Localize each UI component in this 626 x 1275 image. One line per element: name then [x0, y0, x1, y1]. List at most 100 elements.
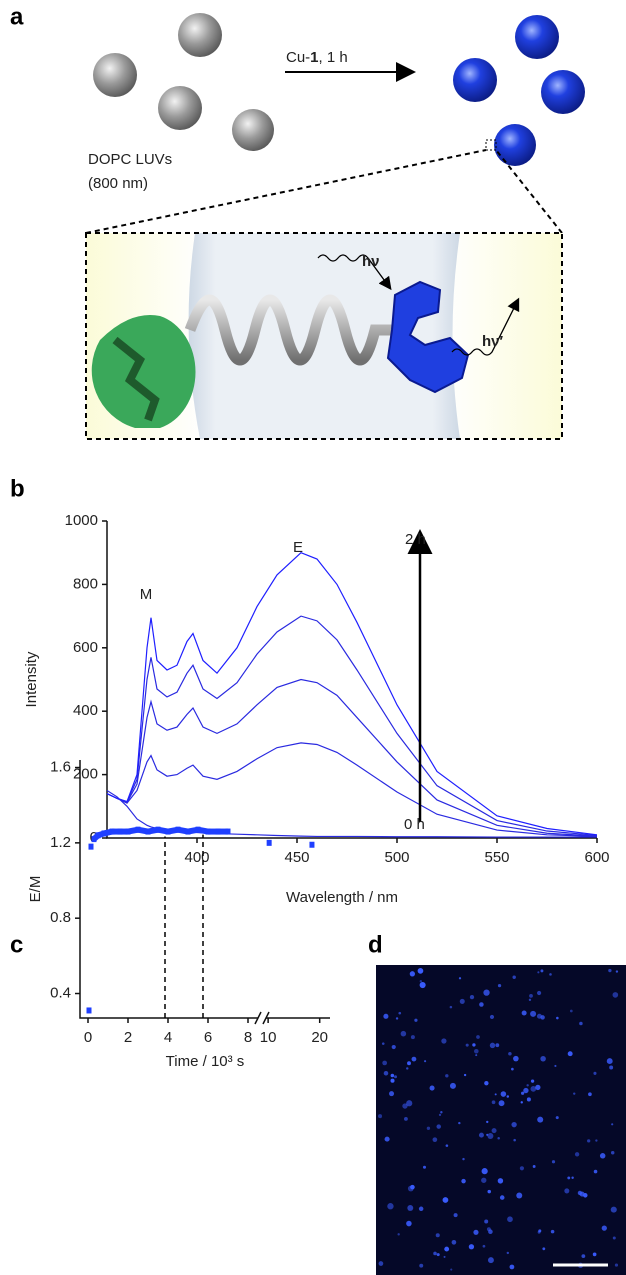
particle — [387, 1203, 394, 1210]
particle — [443, 1255, 446, 1258]
particle — [511, 1121, 517, 1128]
particle — [537, 990, 542, 996]
particle — [550, 1229, 555, 1234]
x-tick-label: 450 — [284, 849, 309, 866]
particle — [410, 1035, 415, 1040]
particle — [549, 973, 552, 976]
particle — [398, 1011, 402, 1015]
particle — [521, 1091, 525, 1095]
particle — [453, 1213, 458, 1218]
data-point — [86, 1007, 92, 1014]
particle — [537, 971, 540, 974]
axis — [106, 521, 597, 839]
particle — [442, 1197, 449, 1203]
schematic: a Cu-1, 1 h DOPC LUVs (800 nm) hν hν′ — [10, 3, 585, 440]
x-axis-label: Time / 10³ s — [166, 1053, 245, 1070]
particle — [458, 1121, 461, 1125]
particle — [595, 1139, 598, 1142]
vesicle-label: DOPC LUVs — [88, 151, 172, 168]
arrow-label: Cu-1, 1 h — [286, 49, 348, 66]
panel-label: d — [368, 931, 383, 958]
particle — [417, 968, 424, 974]
particle — [462, 1157, 465, 1161]
spectrum-line — [106, 742, 598, 838]
particle — [444, 1246, 450, 1252]
particle — [486, 1133, 489, 1136]
arrow-label-part: , 1 h — [319, 49, 348, 66]
particle — [409, 971, 416, 977]
axis-break — [254, 1011, 270, 1025]
particle — [495, 1043, 500, 1048]
particle — [487, 1189, 491, 1194]
y-tick-label: 200 — [73, 766, 98, 783]
annotation: 0 h — [404, 816, 425, 833]
particle — [481, 1168, 488, 1175]
particle — [472, 1043, 476, 1047]
annotation: 2 h — [405, 531, 426, 548]
particle — [476, 1035, 480, 1039]
y-tick-label: 800 — [73, 575, 98, 592]
vesicle-size: (800 nm) — [88, 175, 148, 192]
particle — [537, 1230, 541, 1234]
particle — [601, 1225, 607, 1231]
y-tick-label: 1000 — [65, 512, 98, 529]
x-tick-label: 0 — [84, 1029, 92, 1046]
particle — [487, 1257, 494, 1264]
particle — [426, 1126, 431, 1131]
data-band — [103, 828, 113, 837]
x-tick-label: 8 — [244, 1029, 252, 1046]
data-band — [137, 826, 149, 835]
particle — [436, 1253, 440, 1257]
panel-label: b — [10, 475, 25, 502]
particle — [482, 1244, 486, 1248]
particle — [614, 1263, 619, 1267]
particle — [530, 1086, 537, 1092]
particle — [450, 1268, 453, 1271]
particle — [571, 1176, 574, 1179]
particle — [438, 1113, 442, 1117]
particle — [441, 1038, 447, 1044]
particle — [521, 1010, 527, 1016]
panel-label: a — [10, 3, 24, 30]
particle — [414, 1018, 418, 1022]
particle — [484, 1219, 489, 1224]
particle — [465, 1043, 469, 1047]
particle — [606, 1058, 613, 1065]
particle — [593, 1071, 597, 1075]
x-axis-label: Wavelength / nm — [286, 889, 398, 906]
particle — [520, 1101, 523, 1104]
particle — [433, 1251, 437, 1256]
micrograph — [376, 965, 626, 1275]
particle — [574, 1152, 580, 1157]
y-tick-label: 400 — [73, 702, 98, 719]
particle — [397, 1233, 400, 1236]
x-tick-label: 400 — [184, 849, 209, 866]
particle — [406, 1067, 409, 1070]
particle — [445, 1074, 449, 1078]
particle — [499, 1195, 505, 1200]
particle — [463, 1073, 467, 1077]
emission-label: hν′ — [482, 333, 504, 350]
data-band — [97, 830, 105, 839]
y-tick-label: 0.8 — [50, 909, 71, 926]
particle — [609, 1065, 614, 1070]
y-tick-label: 1.2 — [50, 834, 71, 851]
particle — [494, 1093, 497, 1096]
particle — [458, 977, 462, 980]
data-point — [88, 843, 94, 850]
spectrum-line — [106, 678, 598, 837]
x-tick-label: 6 — [204, 1029, 212, 1046]
particle — [497, 983, 502, 988]
x-tick-label: 2 — [124, 1029, 132, 1046]
particle — [508, 1051, 512, 1056]
y-tick-label: 1.6 — [50, 759, 71, 776]
particle — [418, 1206, 424, 1212]
particle — [487, 1133, 494, 1139]
particle — [581, 1254, 586, 1259]
particle — [529, 994, 533, 998]
particle — [390, 1078, 395, 1083]
particle — [599, 1153, 606, 1159]
particle — [523, 1087, 529, 1094]
particle — [540, 969, 544, 973]
particle — [579, 1021, 583, 1026]
